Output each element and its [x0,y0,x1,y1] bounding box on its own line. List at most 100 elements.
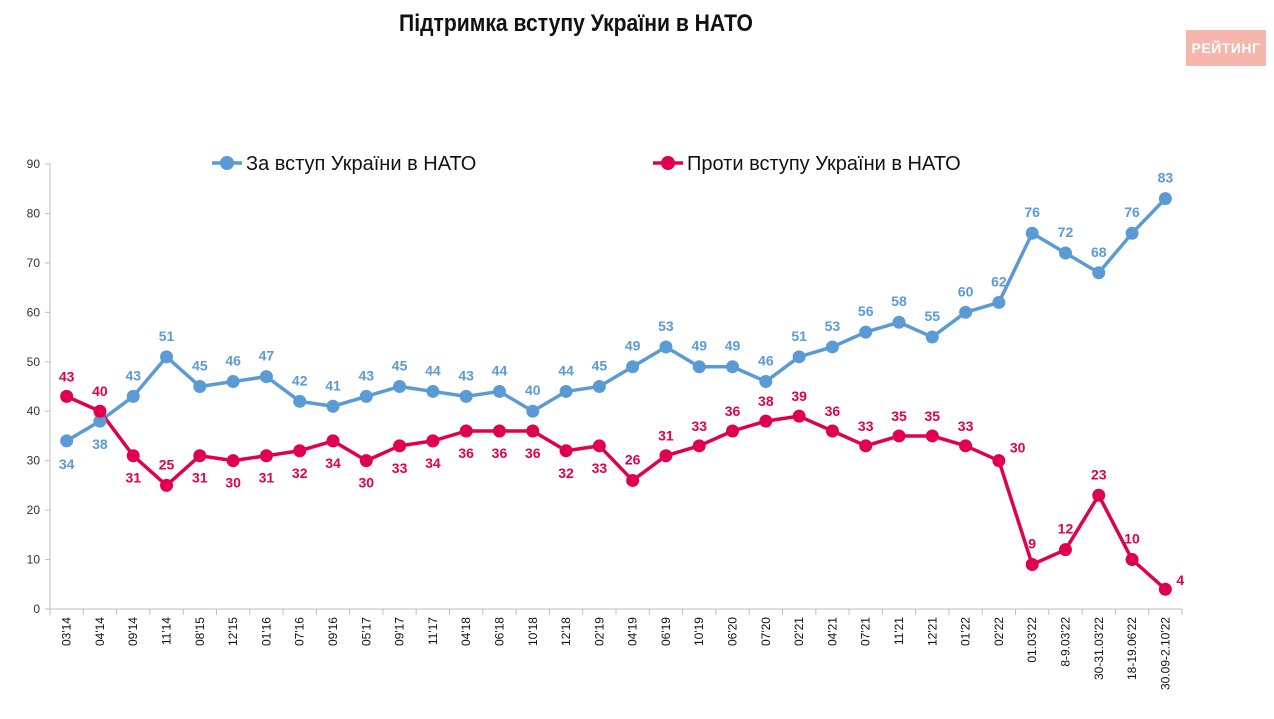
series-1-data-label: 9 [1028,536,1036,552]
series-1-data-label: 26 [625,451,641,467]
series-0-point [759,375,773,389]
series-1-data-label: 34 [325,455,341,471]
series-0-data-label: 34 [59,456,75,472]
series-0-point [626,360,640,374]
series-1-point [759,414,773,428]
series-1-data-label: 32 [558,465,574,481]
x-tick-label: 01.03'22 [1025,617,1039,663]
x-tick-label: 12'18 [559,617,573,646]
series-1-data-label: 40 [92,383,108,399]
series-1-point [492,424,506,438]
y-tick-label: 90 [27,157,41,171]
series-1-data-label: 33 [691,418,707,434]
x-tick-label: 10'18 [526,617,540,646]
x-tick-label: 10'19 [692,617,706,646]
series-0-point [792,350,806,364]
series-1-point [226,454,240,468]
series-0-data-label: 58 [891,293,907,309]
x-tick-label: 05'17 [359,617,373,646]
series-1-point [559,444,573,458]
series-0-point [892,315,906,329]
series-0-data-label: 38 [92,436,108,452]
y-tick-label: 10 [27,553,41,567]
series-1-point [959,439,973,453]
series-1-point [1158,582,1172,596]
series-0-data-label: 44 [492,362,508,378]
series-1-data-label: 32 [292,465,308,481]
series-0-point [1025,226,1039,240]
x-tick-label: 12'15 [226,617,240,646]
series-0-data-label: 46 [758,353,774,369]
series-1-data-label: 30 [359,475,375,491]
series-0-data-label: 42 [292,372,308,388]
y-tick-label: 20 [27,503,41,517]
series-0-point [559,384,573,398]
series-1-data-label: 35 [925,408,941,424]
series-1-data-label: 12 [1058,521,1074,537]
series-0-data-label: 43 [458,367,474,383]
series-1-point [459,424,473,438]
x-tick-label: 01'16 [259,617,273,646]
series-0-point [1158,192,1172,206]
series-0-point [692,360,706,374]
series-0-data-label: 51 [791,328,807,344]
legend-label-1: Проти вступу України в НАТО [687,153,961,175]
y-tick-label: 80 [27,206,41,220]
series-0-point [426,384,440,398]
series-0-data-label: 68 [1091,244,1107,260]
series-1-data-label: 43 [59,368,75,384]
chart-legend: За вступ України в НАТО Проти вступу Укра… [212,153,961,175]
series-0-data-label: 76 [1124,204,1140,220]
series-0-data-label: 49 [725,338,741,354]
series-1-data-label: 36 [458,445,474,461]
y-tick-label: 40 [27,404,41,418]
series-0-data-label: 47 [259,348,275,364]
series-0-data-label: 56 [858,303,874,319]
x-tick-label: 09'17 [393,617,407,646]
series-0-data-label: 51 [159,328,175,344]
series-0-data-label: 76 [1024,204,1040,220]
series-0-point [1125,226,1139,240]
series-1-point [93,404,107,418]
x-tick-label: 04'19 [626,617,640,646]
series-1-data-label: 33 [392,460,408,476]
rating-logo: РЕЙТИНГ [1186,30,1266,66]
series-1-point [359,454,373,468]
series-1-point [859,439,873,453]
x-tick-label: 07'21 [859,617,873,646]
series-1-point [892,429,906,443]
series-line-1 [65,394,1167,591]
series-1-point [60,389,74,403]
series-1-data-label: 35 [891,408,907,424]
x-tick-label: 11'17 [426,617,440,645]
x-tick-label: 04'14 [93,617,107,646]
x-tick-label: 30.09-2.10'22 [1158,617,1172,690]
series-1-point [992,454,1006,468]
series-1-point [925,429,939,443]
series-0-point [1092,266,1106,280]
chart-lines [65,197,1167,591]
x-tick-label: 06'19 [659,617,673,646]
y-tick-label: 30 [27,454,41,468]
x-tick-label: 07'16 [293,617,307,646]
series-0-data-label: 41 [325,377,341,393]
series-0-data-label: 53 [658,318,674,334]
series-0-data-label: 49 [625,338,641,354]
series-1-point [692,439,706,453]
x-tick-label: 06'18 [492,617,506,646]
x-tick-label: 09'16 [326,617,340,646]
series-1-point [1025,558,1039,571]
series-0-data-label: 72 [1058,224,1074,240]
chart-title: Підтримка вступу України в НАТО [399,10,753,37]
series-0-point [726,360,740,374]
x-tick-label: 01'22 [959,617,973,646]
series-0-data-label: 45 [192,358,208,374]
series-0-data-label: 40 [525,382,541,398]
series-0-data-label: 49 [691,338,707,354]
series-1-point [193,449,207,463]
series-1-point [626,473,640,487]
series-1-data-label: 31 [658,428,674,444]
series-1-data-label: 31 [192,470,208,486]
